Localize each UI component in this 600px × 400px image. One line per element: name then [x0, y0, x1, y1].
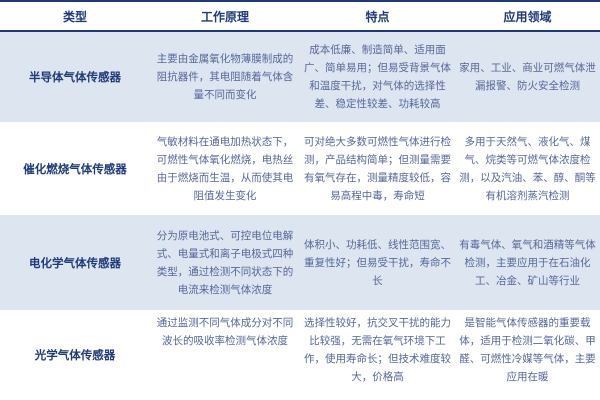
table-row: 电化学气体传感器 分为原电池式、可控电位电解式、电量式和离子电极式四种类型，通过…: [0, 215, 600, 310]
cell-applications: 多用于天然气、液化气、煤气、烷类等可燃气体浓度检测，以及汽油、苯、醇、酮等有机溶…: [459, 135, 596, 202]
table-row: 光学气体传感器 通过监测不同气体成分对不同波长的吸收率检测气体浓度 选择性较好，…: [0, 310, 600, 400]
cell-type: 电化学气体传感器: [0, 215, 150, 310]
header-applications: 应用领域: [455, 1, 600, 32]
cell-features: 体积小、功耗低、线性范围宽、重复性好；但易受干扰，寿命不长: [300, 215, 455, 310]
cell-applications: 有毒气体、氧气和酒精等气体检测，主要应用于在石油化工、冶金、矿山等行业: [455, 215, 600, 310]
header-type: 类型: [0, 1, 150, 32]
cell-applications: 家用、工业、商业可燃气体泄漏报警、防火安全检测: [455, 31, 600, 122]
cell-features: 成本低廉、制造简单、适用面广、简单易用；但易受背景气体和温度干扰，对气体的选择性…: [300, 31, 455, 122]
cell-principle: 主要由金属氧化物薄膜制成的阻抗器件，其电阻随着气体含量不同而变化: [150, 31, 300, 122]
table-row: 催化燃烧气体传感器 气敏材料在通电加热状态下，可燃性气体氧化燃烧，电热丝由于燃烧…: [0, 122, 600, 215]
header-principle: 工作原理: [150, 1, 300, 32]
cell-features: 可对绝大多数可燃性气体进行检测，产品结构简单；但测量需要有氧气存在，测量精度较低…: [304, 135, 451, 202]
cell-features: 选择性较好，抗交叉干扰的能力比较强，无需在氧气环境下工作，使用寿命长；但技术难度…: [304, 317, 451, 383]
cell-principle: 分为原电池式、可控电位电解式、电量式和离子电极式四种类型，通过检测不同状态下的电…: [150, 215, 300, 310]
cell-principle: 通过监测不同气体成分对不同波长的吸收率检测气体浓度: [156, 317, 294, 347]
cell-principle: 气敏材料在通电加热状态下，可燃性气体氧化燃烧，电热丝由于燃烧而生温，从而使其电阻…: [156, 135, 294, 202]
table-row: 半导体气体传感器 主要由金属氧化物薄膜制成的阻抗器件，其电阻随着气体含量不同而变…: [0, 31, 600, 122]
cell-type: 催化燃烧气体传感器: [23, 161, 127, 176]
cell-applications: 是智能气体传感器的重要载体，适用于检测二氧化碳、甲醛、可燃性冷媒等气体，主要应用…: [459, 317, 596, 383]
header-features: 特点: [300, 1, 455, 32]
cell-type: 半导体气体传感器: [0, 31, 150, 122]
cell-type: 光学气体传感器: [34, 348, 116, 362]
header-row: 类型 工作原理 特点 应用领域: [0, 1, 600, 32]
